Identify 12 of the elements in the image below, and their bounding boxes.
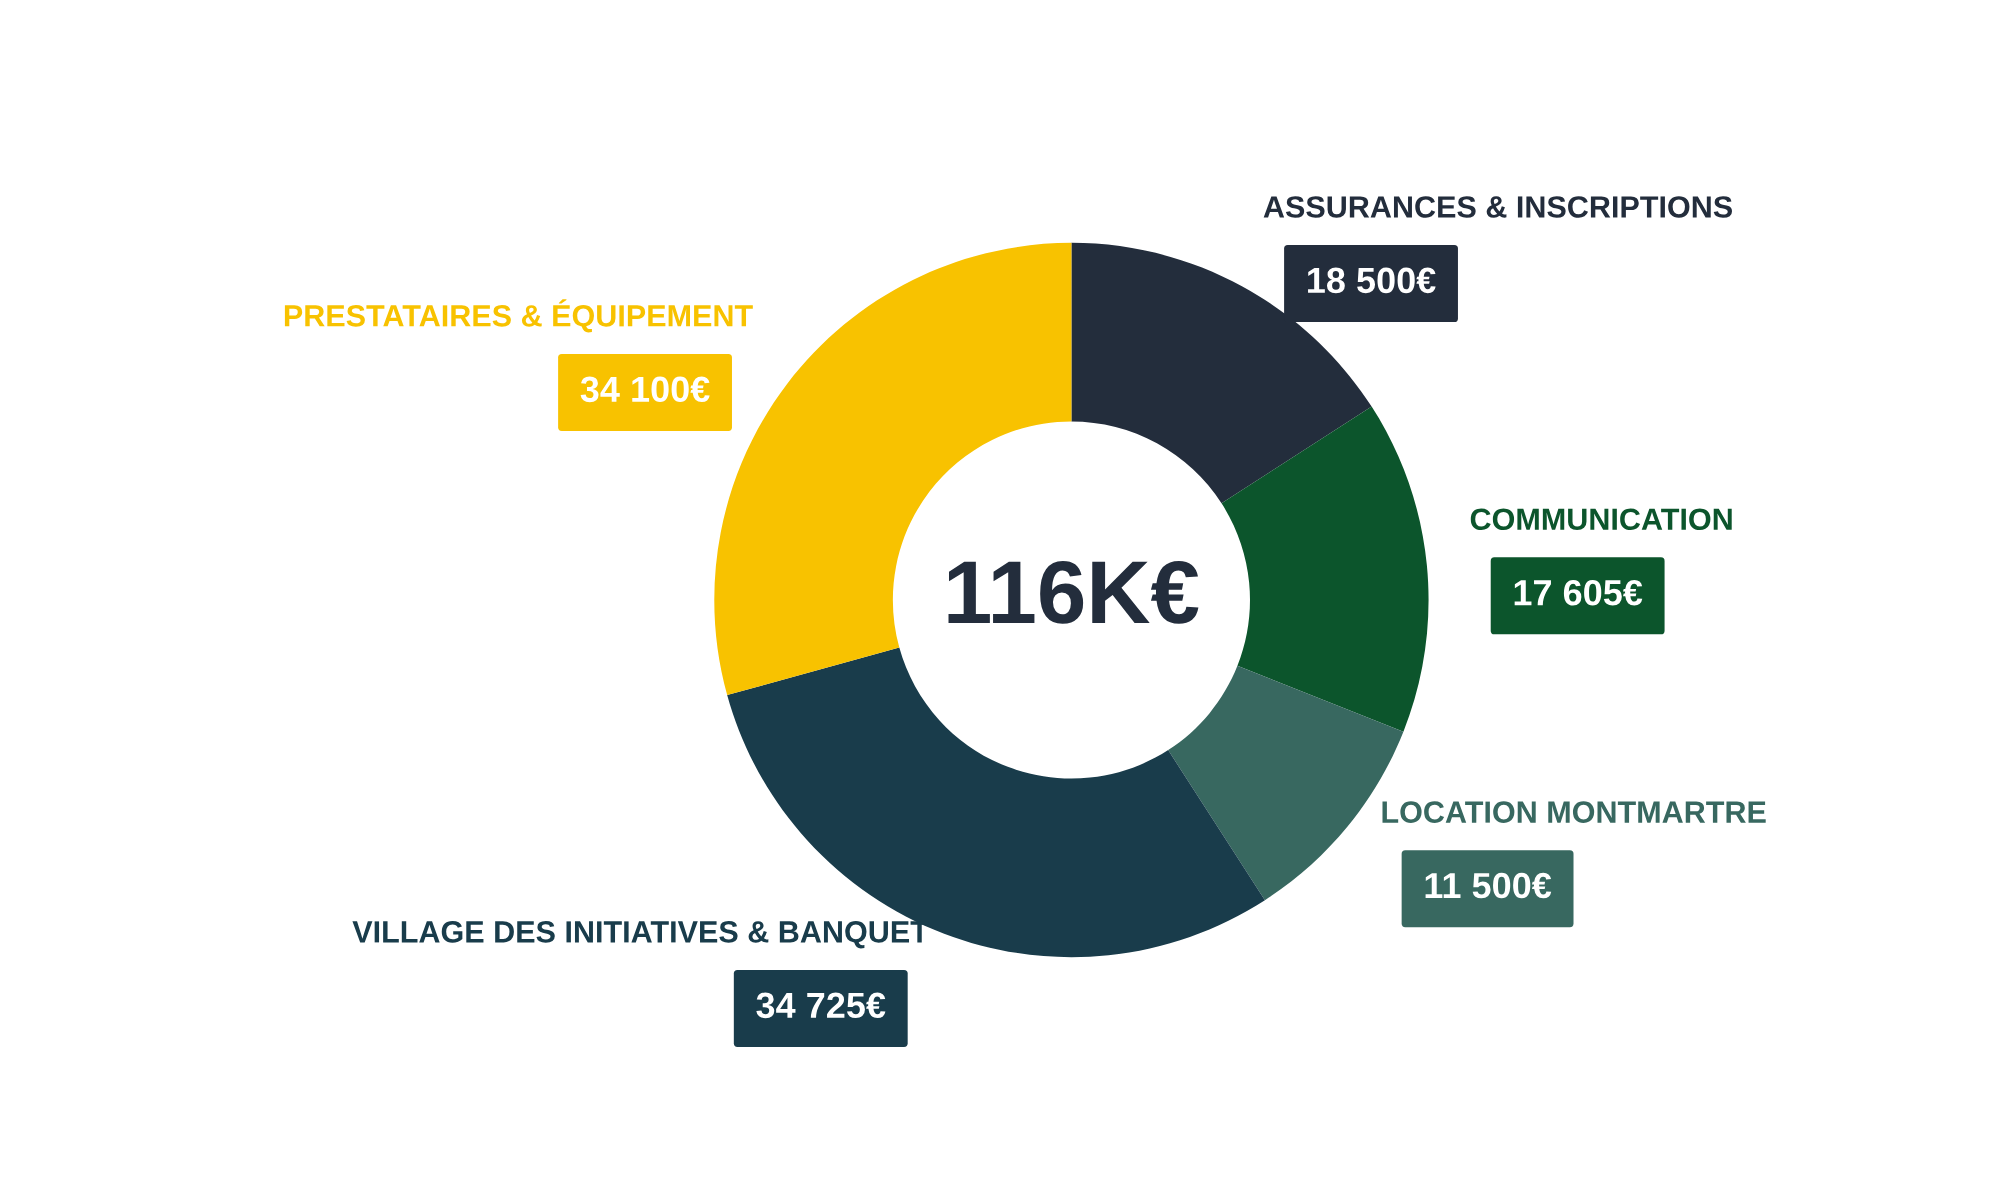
slice-label: LOCATION MONTMARTRE: [1382, 801, 1766, 823]
slice-label: ASSURANCES & INSCRIPTIONS: [1263, 196, 1732, 218]
slice-label: COMMUNICATION: [1470, 508, 1732, 531]
data-label: 34 725€: [756, 992, 886, 1019]
slice-label: PRESTATAIRES & ÉQUIPEMENT: [284, 299, 753, 333]
data-label: 34 100€: [580, 376, 710, 403]
text: 116K€: [948, 560, 1199, 624]
data-label: 17 605€: [1514, 579, 1643, 606]
data-label: 11 500€: [1425, 872, 1552, 899]
donut-slice: [1221, 406, 1429, 732]
slice-label: VILLAGE DES INITIATIVES & BANQUET: [352, 921, 929, 949]
data-label: 18 500€: [1308, 267, 1436, 294]
